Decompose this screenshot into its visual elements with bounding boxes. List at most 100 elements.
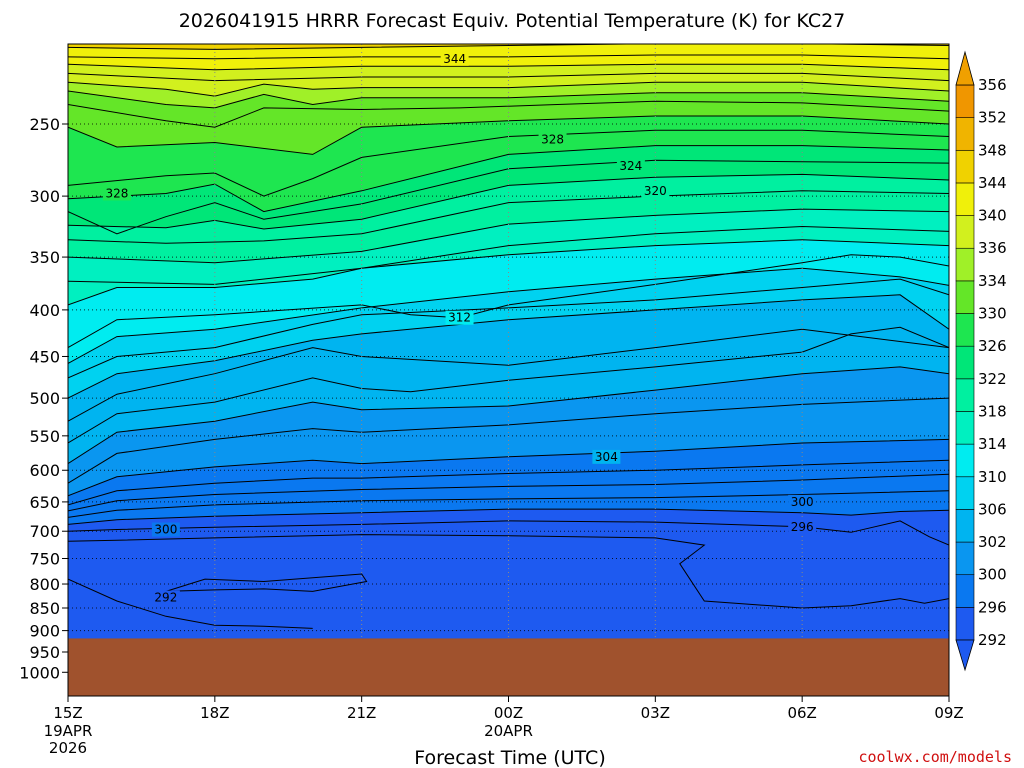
contour-line (68, 254, 949, 349)
contour-label: 292 (154, 591, 177, 605)
contour-line (68, 326, 949, 444)
colorbar: 292 296 300 302 306 310 314 318 322 326 330 334 336 3… (955, 50, 1007, 672)
contour-line (68, 578, 313, 629)
contour-label-bg (592, 449, 621, 464)
contour-line (68, 520, 949, 546)
colorbar-label: 326 (978, 337, 1007, 355)
colorbar-label: 302 (978, 533, 1007, 551)
contour-label-bg (538, 132, 567, 147)
y-axis: 250 300 350 400 450 500 550 600 650 700 750 800 850 9… (19, 115, 68, 682)
contour-label: 296 (791, 520, 814, 534)
contour-label-bg (102, 186, 131, 201)
contour-label-bg (151, 590, 180, 605)
colorbar-label: 318 (978, 402, 1007, 420)
y-tick-label: 400 (29, 301, 60, 320)
colorbar-label: 310 (978, 468, 1007, 486)
x-tick-sublabel: 20APR (484, 722, 533, 740)
colorbar-swatch (955, 443, 975, 478)
colorbar-label: 356 (978, 76, 1007, 94)
chart-title: 2026041915 HRRR Forecast Equiv. Potentia… (179, 10, 846, 32)
x-tick-label: 00Z (494, 704, 523, 722)
colorbar-label: 322 (978, 370, 1007, 388)
y-tick-label: 800 (29, 575, 60, 594)
contour-line (68, 115, 949, 155)
contour-line (68, 534, 949, 609)
colorbar-swatch (955, 84, 975, 118)
colorbar-swatch (955, 117, 975, 151)
contour-line (68, 81, 949, 97)
x-tick-sublabel: 2026 (49, 739, 87, 757)
contour-label-bg (788, 520, 817, 535)
surface-terrain (68, 638, 949, 696)
y-tick-label: 500 (29, 389, 60, 408)
contour-line (68, 490, 949, 518)
contour-label: 312 (448, 311, 471, 325)
y-tick-label: 750 (29, 550, 60, 569)
colorbar-swatch (955, 215, 975, 249)
contour-label: 300 (791, 495, 814, 509)
contour-line (68, 508, 949, 525)
contour-line (165, 573, 368, 592)
colorbar-top-arrow (955, 50, 975, 86)
contour-line (68, 145, 949, 213)
colorbar-swatch (955, 345, 975, 380)
colorbar-swatch (955, 378, 975, 412)
contour-label-bg (445, 310, 474, 325)
contour-label: 328 (105, 186, 128, 200)
contour-label: 324 (619, 159, 642, 173)
y-tick-label: 600 (29, 461, 60, 480)
x-tick-sublabel: 19APR (44, 722, 93, 740)
contour-label-bg (788, 494, 817, 509)
contour-line (68, 159, 949, 235)
colorbar-label: 300 (978, 566, 1007, 584)
contour-label-bg (641, 183, 670, 198)
y-tick-label: 1000 (19, 663, 60, 682)
colorbar-label: 340 (978, 207, 1007, 225)
colorbar-swatch (955, 541, 975, 576)
colorbar-bottom-arrow (955, 639, 975, 672)
contour-line (68, 90, 949, 109)
colorbar-swatch (955, 182, 975, 216)
colorbar-swatch (955, 509, 975, 543)
contour-label-bg (616, 158, 645, 173)
x-tick-label: 15Z (53, 704, 82, 722)
contour-line (68, 366, 949, 465)
x-tick-label: 18Z (200, 704, 229, 722)
temperature-field (68, 44, 949, 696)
y-tick-label: 450 (29, 347, 60, 366)
contour-label: 304 (595, 450, 618, 464)
y-tick-label: 950 (29, 643, 60, 662)
contour-line (68, 129, 949, 197)
colorbar-label: 296 (978, 598, 1007, 616)
contour-line (68, 100, 949, 128)
colorbar-label: 344 (978, 174, 1007, 192)
x-tick-label: 06Z (787, 704, 816, 722)
x-tick-label: 03Z (641, 704, 670, 722)
colorbar-swatch (955, 607, 975, 641)
contour-line (68, 294, 949, 399)
colorbar-swatch (955, 280, 975, 314)
colorbar-swatch (955, 313, 975, 347)
colorbar-label: 336 (978, 239, 1007, 257)
colorbar-label: 334 (978, 272, 1007, 290)
y-tick-label: 350 (29, 248, 60, 267)
contour-label: 320 (644, 184, 667, 198)
y-tick-label: 850 (29, 599, 60, 618)
contour-label: 300 (154, 523, 177, 537)
contour-line (68, 190, 949, 244)
contour-line (68, 438, 949, 497)
contour-label: 344 (443, 52, 466, 66)
credit-link[interactable]: coolwx.com/models (858, 748, 1012, 766)
field-band (165, 574, 367, 592)
colorbar-label: 306 (978, 500, 1007, 518)
y-tick-label: 300 (29, 187, 60, 206)
y-tick-label: 900 (29, 622, 60, 641)
y-tick-label: 250 (29, 115, 60, 134)
colorbar-swatch (955, 476, 975, 510)
y-tick-label: 650 (29, 493, 60, 512)
x-tick-label: 21Z (347, 704, 376, 722)
x-axis-label: Forecast Time (UTC) (414, 747, 605, 768)
colorbar-label: 314 (978, 435, 1007, 453)
